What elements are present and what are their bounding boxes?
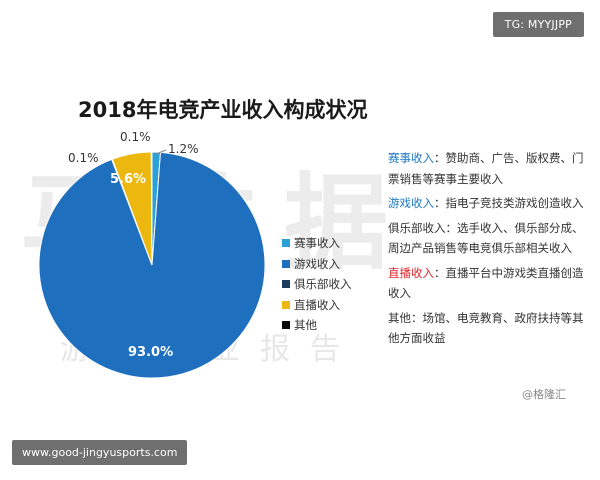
slice-label-julebu: 0.1% [120,130,151,144]
leader-line [155,149,167,155]
legend-item: 游戏收入 [282,254,352,275]
note-heading: 俱乐部收入 [388,220,446,235]
legend-item: 赛事收入 [282,233,352,254]
legend-label: 其他 [294,318,317,333]
note-zhibo: 直播收入：直播平台中游戏类直播创造收入 [388,263,586,304]
legend: 赛事收入 游戏收入 俱乐部收入 直播收入 其他 [282,233,352,336]
slice-qita [150,151,153,266]
legend-item: 其他 [282,315,352,336]
legend-label: 赛事收入 [294,236,340,251]
chart-title: 2018年电竞产业收入构成状况 [78,98,368,122]
telegram-badge: TG: MYYJJPP [492,12,584,37]
note-text: ：指电子竞技类游戏创造收入 [434,196,584,210]
note-julebu: 俱乐部收入：选手收入、俱乐部分成、周边产品销售等电竞俱乐部相关收入 [388,218,586,259]
legend-swatch [282,259,290,268]
legend-swatch [282,300,290,309]
notes-panel: 赛事收入：赞助商、广告、版权费、门票销售等赛事主要收入 游戏收入：指电子竞技类游… [388,148,586,353]
slice-label-qita: 0.1% [68,151,99,165]
note-text: ：赞助商、广告、版权费、门票销售等赛事主要收入 [388,151,584,186]
legend-label: 直播收入 [294,297,340,312]
legend-item: 直播收入 [282,295,352,316]
note-heading: 游戏收入 [388,196,434,210]
slice-label-zhibo: 5.6% [110,172,147,187]
legend-swatch [282,321,290,330]
note-heading: 其他 [388,310,411,325]
note-heading: 赛事收入 [388,151,434,165]
note-text: ：场馆、电竞教育、政府扶持等其他方面收益 [388,310,584,346]
legend-swatch [282,239,290,248]
slice-youxi [38,151,266,379]
legend-item: 俱乐部收入 [282,274,352,295]
note-text: ：直播平台中游戏类直播创造收入 [388,265,584,301]
note-saishi: 赛事收入：赞助商、广告、版权费、门票销售等赛事主要收入 [388,148,586,189]
website-badge[interactable]: www.good-jingyusports.com [12,440,188,465]
note-heading: 直播收入 [388,265,434,280]
source-credit: @格隆汇 [522,388,566,401]
legend-label: 俱乐部收入 [294,277,352,292]
legend-swatch [282,280,290,289]
note-text: ：选手收入、俱乐部分成、周边产品销售等电竞俱乐部相关收入 [388,220,584,256]
note-youxi: 游戏收入：指电子竞技类游戏创造收入 [388,193,586,214]
slice-label-youxi: 93.0% [128,345,174,360]
legend-label: 游戏收入 [294,256,340,271]
slice-label-saishi: 1.2% [168,142,199,156]
note-qita: 其他：场馆、电竞教育、政府扶持等其他方面收益 [388,308,586,349]
